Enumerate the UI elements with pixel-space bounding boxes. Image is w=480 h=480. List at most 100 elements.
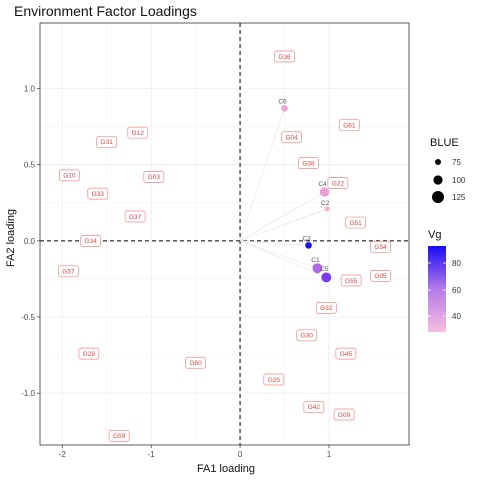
environment-point (324, 206, 330, 212)
genotype-label: G42 (303, 401, 325, 413)
genotype-label: G29 (78, 347, 100, 360)
genotype-label: G36 (274, 50, 295, 63)
color-legend: Vg 80 60 40 (428, 229, 461, 332)
genotype-label: G60 (185, 356, 206, 369)
genotype-label-text: G10 (63, 173, 76, 180)
genotype-label: G22 (327, 177, 349, 189)
genotype-label-text: G61 (343, 122, 356, 129)
x-axis-title: FA1 loading (197, 463, 255, 475)
genotype-label: G30 (296, 329, 318, 342)
environment-label: C3 (302, 236, 311, 243)
plot-panel: G36 G61 G04 G38 G22 G51 G54 G05 G55 G32 G30 G45 G25 G… (39, 22, 410, 446)
genotype-label: G45 (335, 347, 357, 360)
size-legend-key-75 (435, 159, 441, 165)
environment-vector (239, 208, 328, 242)
genotype-label-text: G42 (308, 404, 321, 411)
genotype-label-text: G51 (350, 220, 363, 227)
genotype-label-box (345, 216, 367, 229)
genotype-label: G32 (315, 302, 337, 314)
genotype-label: G33 (87, 187, 109, 200)
x-tick-label: 1 (327, 450, 332, 459)
genotype-label-text: G37 (129, 214, 142, 221)
color-legend-title: Vg (428, 229, 441, 241)
genotype-label-box (108, 430, 130, 442)
size-legend-key-125 (432, 191, 444, 203)
genotype-label-box (335, 347, 357, 360)
genotype-label-box (303, 401, 325, 413)
size-legend: BLUE 75 100 125 (430, 137, 466, 203)
genotype-label-box (78, 347, 100, 360)
genotype-label: G34 (80, 235, 102, 247)
genotype-label-box (127, 126, 149, 139)
genotype-label-text: G59 (113, 433, 126, 440)
y-tick-label: -1.0 (21, 389, 35, 398)
environment-label: C6 (278, 98, 287, 105)
genotype-label-text: G04 (285, 135, 298, 142)
environment-point (305, 242, 312, 249)
genotype-label: G38 (298, 157, 319, 170)
genotype-label-box (87, 187, 109, 200)
environment-label: C1 (311, 257, 320, 264)
genotype-label-text: G05 (374, 273, 387, 280)
environment-label: C2 (321, 200, 330, 207)
genotype-label: G59 (108, 430, 130, 442)
genotype-label-text: G12 (132, 130, 145, 137)
genotype-label-text: G25 (268, 377, 281, 384)
genotype-label-text: G22 (332, 180, 345, 187)
size-legend-label-75: 75 (452, 158, 461, 167)
y-tick-label: -0.5 (21, 313, 35, 322)
genotype-label-box (333, 408, 355, 421)
x-axis-ticks: -2 -1 0 1 (59, 445, 332, 459)
genotype-label-box (274, 50, 295, 63)
genotype-label: G55 (340, 274, 362, 287)
genotype-label-box (263, 373, 285, 386)
reference-lines (40, 23, 409, 445)
y-tick-label: 1.0 (24, 85, 36, 94)
genotype-label: G51 (345, 216, 367, 229)
genotype-label: G03 (143, 171, 165, 183)
environment-vector (240, 240, 309, 246)
genotype-label-box (340, 274, 362, 287)
environment-point (319, 187, 330, 197)
y-axis-title: FA2 loading (5, 209, 17, 267)
genotype-label: G05 (370, 270, 391, 282)
minor-grid (40, 23, 409, 445)
x-tick-label: -2 (59, 450, 67, 459)
genotype-label-box (370, 241, 391, 253)
genotype-label-text: G30 (301, 333, 314, 340)
genotype-label-box (296, 329, 318, 342)
genotype-label: G12 (127, 126, 149, 139)
genotype-label-box (298, 157, 319, 170)
genotype-label-text: G33 (92, 191, 105, 198)
genotype-label: G61 (339, 119, 360, 131)
genotype-label: G10 (58, 169, 80, 182)
genotype-label-text: G34 (85, 238, 98, 245)
genotype-label-text: G57 (62, 269, 75, 276)
y-tick-label: 0.5 (24, 161, 36, 170)
genotype-label: G57 (58, 265, 79, 278)
environment-vectors (239, 108, 328, 278)
genotype-label: G09 (333, 408, 355, 421)
genotype-label-text: G09 (338, 412, 351, 419)
genotype-label-box (185, 356, 206, 369)
genotype-label: G54 (370, 241, 391, 253)
genotype-label-box (124, 210, 146, 223)
genotype-label-box (58, 169, 80, 182)
genotype-label: G31 (96, 135, 118, 148)
genotype-label-text: G03 (148, 174, 161, 181)
color-legend-bar (428, 246, 446, 332)
color-legend-label-40: 40 (452, 312, 461, 321)
genotype-label-box (339, 119, 360, 131)
genotype-labels: G36 G61 G04 G38 G22 G51 G54 G05 G55 G32 G30 G45 G25 G… (58, 50, 391, 442)
genotype-label-text: G36 (278, 54, 291, 61)
genotype-label: G04 (281, 131, 302, 144)
genotype-label-text: G55 (345, 278, 358, 285)
y-tick-label: 0.0 (24, 237, 36, 246)
genotype-label-box (327, 177, 349, 189)
genotype-label-box (370, 270, 391, 282)
x-tick-label: -1 (148, 450, 156, 459)
size-legend-label-100: 100 (452, 176, 466, 185)
